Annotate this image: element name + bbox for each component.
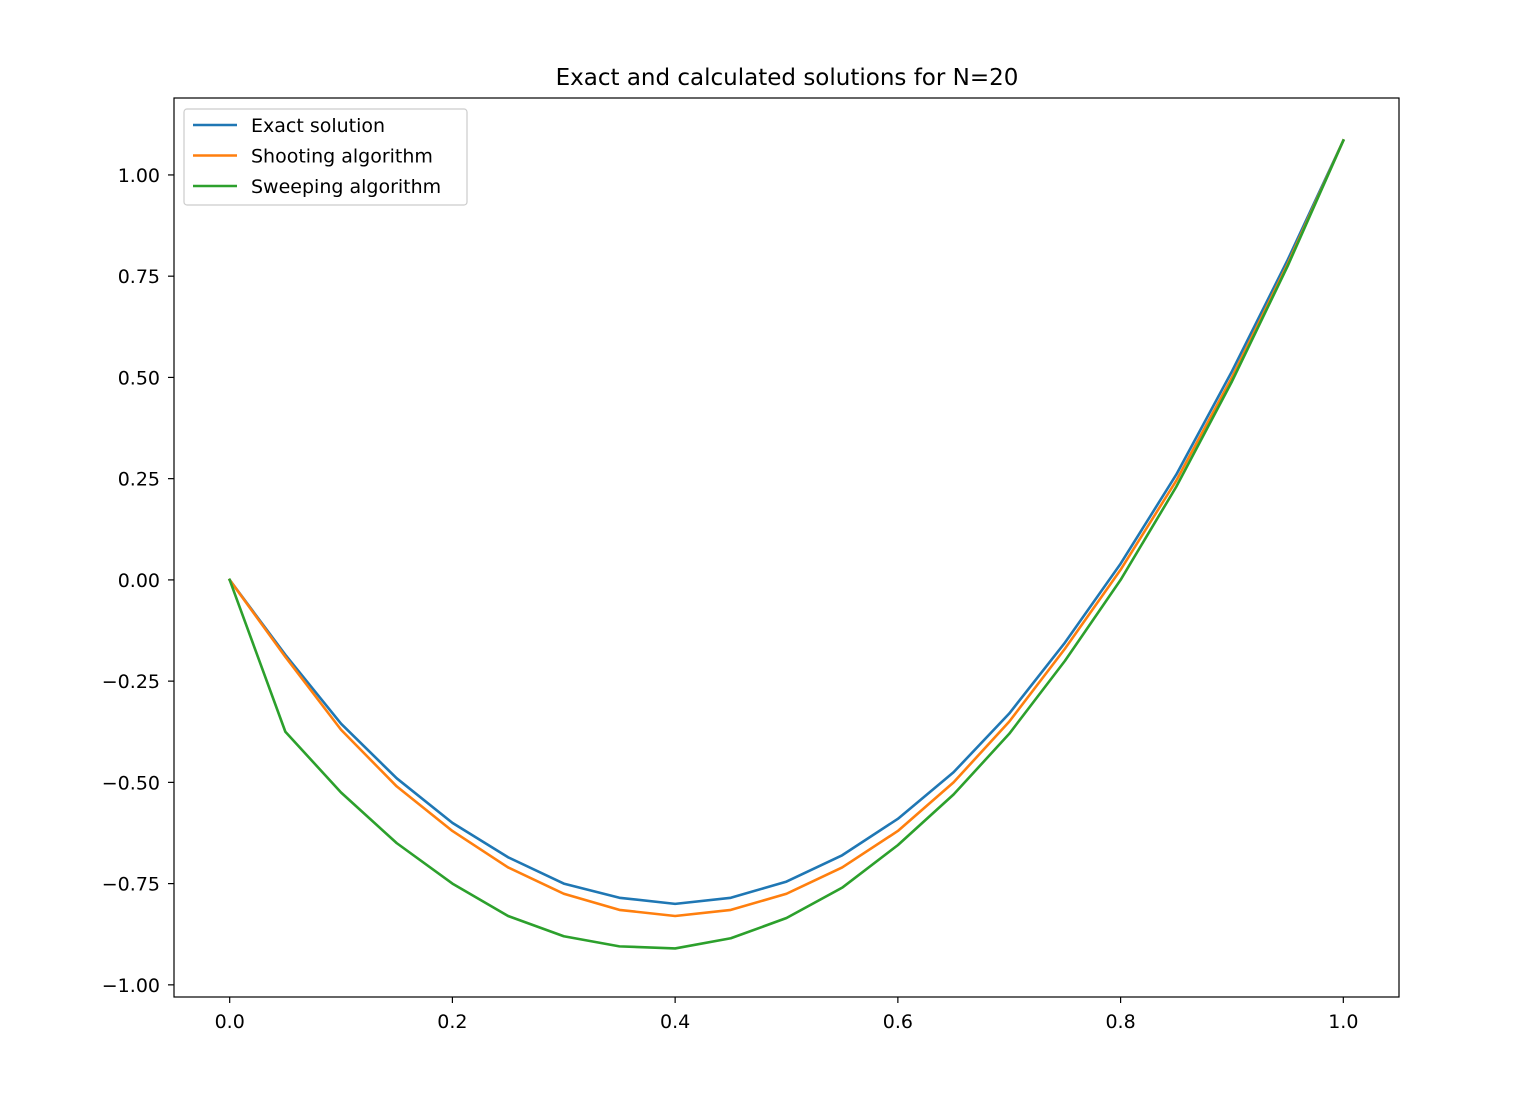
- series-line-2: [228, 138, 1346, 950]
- y-tick-label: −1.00: [102, 975, 160, 997]
- series-layer: [227, 138, 1346, 950]
- y-tick-label: 0.50: [118, 367, 160, 389]
- legend-label-0: Exact solution: [251, 115, 385, 137]
- y-tick-label: 1.00: [118, 165, 160, 187]
- x-tick-label: 1.0: [1328, 1011, 1358, 1033]
- chart-title: Exact and calculated solutions for N=20: [556, 65, 1019, 91]
- y-axis: −1.00 −0.75 −0.50 −0.25 0.00 0.25 0.50 0.75 1.00: [102, 165, 174, 997]
- y-tick-label: −0.75: [102, 874, 160, 896]
- x-axis: 0.0 0.2 0.4 0.6 0.8 1.0: [215, 997, 1358, 1033]
- legend-label-2: Sweeping algorithm: [251, 176, 441, 198]
- legend-label-1: Shooting algorithm: [251, 146, 433, 168]
- y-tick-label: −0.25: [102, 671, 160, 693]
- x-tick-label: 0.6: [883, 1011, 913, 1033]
- y-tick-label: −0.50: [102, 772, 160, 794]
- y-tick-label: 0.25: [118, 469, 160, 491]
- x-tick-label: 0.4: [660, 1011, 690, 1033]
- x-tick-label: 0.2: [437, 1011, 467, 1033]
- x-tick-label: 0.8: [1105, 1011, 1135, 1033]
- y-tick-label: 0.00: [118, 570, 160, 592]
- y-tick-label: 0.75: [118, 266, 160, 288]
- series-line-1: [227, 138, 1346, 918]
- legend: Exact solution Shooting algorithm Sweeping…: [183, 108, 468, 206]
- x-tick-label: 0.0: [215, 1011, 245, 1033]
- series-line-0: [227, 138, 1346, 906]
- plot-area-frame: [173, 97, 1400, 998]
- legend-box: [183, 108, 468, 206]
